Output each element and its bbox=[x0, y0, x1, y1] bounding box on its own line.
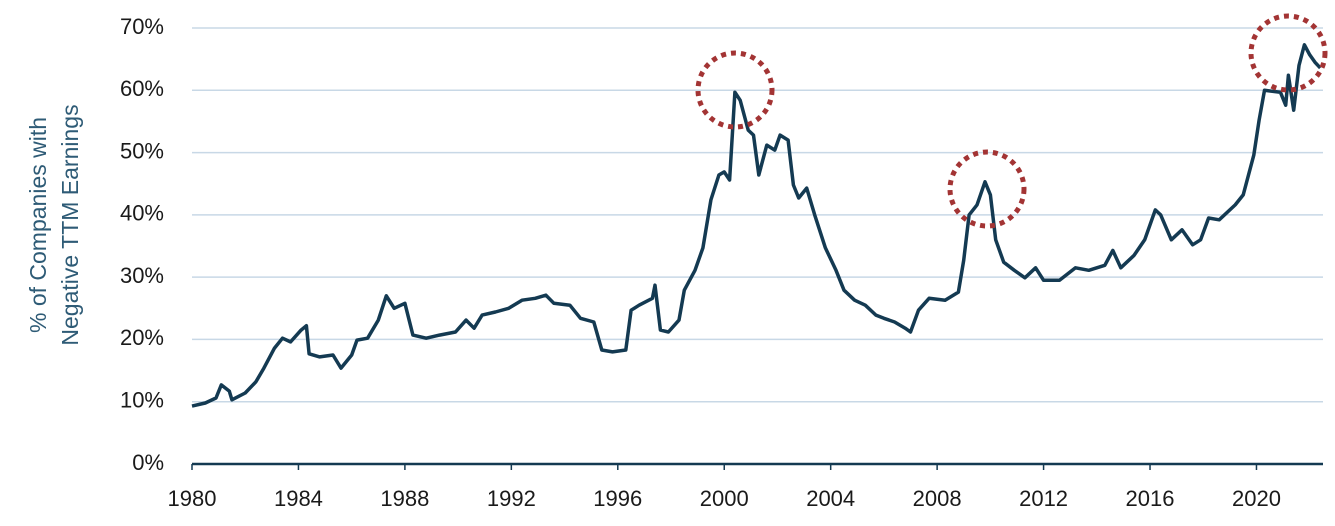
y-axis-title-line: % of Companies with bbox=[25, 117, 51, 333]
y-tick-label: 60% bbox=[120, 76, 164, 101]
highlight-circle bbox=[947, 149, 1027, 229]
y-tick-label: 0% bbox=[132, 450, 164, 475]
y-tick-label: 20% bbox=[120, 325, 164, 350]
x-tick-label: 1988 bbox=[380, 486, 429, 511]
data-line bbox=[191, 43, 1322, 408]
x-tick-label: 1992 bbox=[487, 486, 536, 511]
x-tick-label: 1996 bbox=[593, 486, 642, 511]
highlight-circle bbox=[1248, 13, 1328, 93]
y-tick-label: 30% bbox=[120, 263, 164, 288]
y-tick-label: 70% bbox=[120, 14, 164, 39]
x-tick-label: 2012 bbox=[1019, 486, 1068, 511]
highlight-circles bbox=[695, 13, 1328, 229]
x-tick-label: 2016 bbox=[1126, 486, 1175, 511]
x-tick-label: 1980 bbox=[168, 486, 217, 511]
highlight-circle bbox=[695, 50, 775, 130]
x-tick-label: 2008 bbox=[913, 486, 962, 511]
y-tick-label: 40% bbox=[120, 201, 164, 226]
y-tick-label: 50% bbox=[120, 138, 164, 163]
x-tick-label: 2000 bbox=[700, 486, 749, 511]
y-tick-label: 10% bbox=[120, 388, 164, 413]
x-tick-label: 1984 bbox=[274, 486, 323, 511]
x-tick-label: 2020 bbox=[1232, 486, 1281, 511]
y-axis-title-line: Negative TTM Earnings bbox=[57, 104, 83, 345]
y-axis-title: % of Companies with Negative TTM Earning… bbox=[25, 104, 83, 345]
x-tick-label: 2004 bbox=[806, 486, 855, 511]
